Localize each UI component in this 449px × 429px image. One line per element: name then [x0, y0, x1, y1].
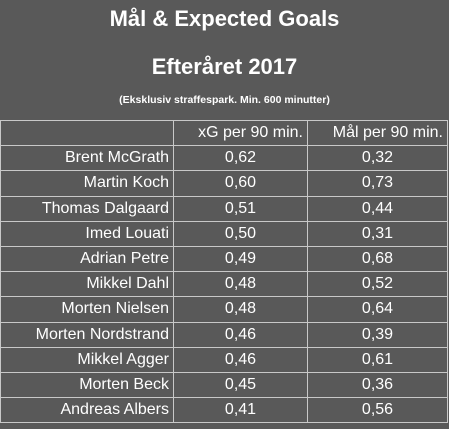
table-row: Morten Nordstrand 0,46 0,39	[0, 321, 448, 348]
goals-value-cell: 0,68	[307, 245, 448, 273]
table-row: Andreas Albers 0,41 0,56	[0, 397, 448, 424]
chart-note: (Eksklusiv straffespark. Min. 600 minutt…	[119, 94, 330, 106]
player-name-cell: Mikkel Dahl	[0, 271, 174, 298]
xg-value-cell: 0,50	[173, 220, 308, 247]
header-cell-xg: xG per 90 min.	[173, 119, 308, 147]
goals-value-cell: 0,44	[307, 195, 448, 222]
player-name-cell: Adrian Petre	[0, 245, 174, 273]
table-row: Mikkel Dahl 0,48 0,52	[0, 271, 448, 298]
xg-value-cell: 0,51	[173, 195, 308, 222]
player-name-cell: Andreas Albers	[0, 397, 174, 424]
goals-value-cell: 0,56	[307, 397, 448, 424]
table-row: Thomas Dalgaard 0,51 0,44	[0, 195, 448, 222]
player-name-cell: Imed Louati	[0, 220, 174, 247]
xg-value-cell: 0,45	[173, 371, 308, 399]
chart-title: Mål & Expected Goals	[109, 6, 340, 31]
player-name-cell: Morten Nordstrand	[0, 321, 174, 348]
goals-value-cell: 0,36	[307, 371, 448, 399]
xg-value-cell: 0,60	[173, 170, 308, 197]
goals-value-cell: 0,73	[307, 170, 448, 197]
table-row: Adrian Petre 0,49 0,68	[0, 245, 448, 273]
header-cell-goals: Mål per 90 min.	[307, 119, 448, 147]
table-row: Morten Nielsen 0,48 0,64	[0, 296, 448, 323]
table-row: Martin Koch 0,60 0,73	[0, 170, 448, 197]
chart-subtitle: Efteråret 2017	[151, 54, 298, 79]
goals-value-cell: 0,39	[307, 321, 448, 348]
goals-value-cell: 0,31	[307, 220, 448, 247]
xg-value-cell: 0,49	[173, 245, 308, 273]
table-row: Morten Beck 0,45 0,36	[0, 371, 448, 399]
xg-value-cell: 0,46	[173, 321, 308, 348]
player-name-cell: Morten Beck	[0, 371, 174, 399]
xg-value-cell: 0,48	[173, 296, 308, 323]
player-name-cell: Martin Koch	[0, 170, 174, 197]
xg-value-cell: 0,46	[173, 346, 308, 373]
player-name-cell: Mikkel Agger	[0, 346, 174, 373]
stats-table: xG per 90 min. Mål per 90 min. Brent McG…	[0, 119, 448, 424]
player-name-cell: Thomas Dalgaard	[0, 195, 174, 222]
xg-value-cell: 0,41	[173, 397, 308, 424]
header-cell-blank	[0, 119, 174, 147]
table-header-row: xG per 90 min. Mål per 90 min.	[0, 119, 448, 147]
xg-value-cell: 0,48	[173, 271, 308, 298]
table-row: Imed Louati 0,50 0,31	[0, 220, 448, 247]
table-body: Brent McGrath 0,62 0,32 Martin Koch 0,60 0,73…	[0, 145, 448, 424]
xg-value-cell: 0,62	[173, 145, 308, 172]
goals-value-cell: 0,61	[307, 346, 448, 373]
goals-value-cell: 0,52	[307, 271, 448, 298]
table-row: Brent McGrath 0,62 0,32	[0, 145, 448, 172]
player-name-cell: Brent McGrath	[0, 145, 174, 172]
table-row: Mikkel Agger 0,46 0,61	[0, 346, 448, 373]
goals-value-cell: 0,64	[307, 296, 448, 323]
player-name-cell: Morten Nielsen	[0, 296, 174, 323]
goals-value-cell: 0,32	[307, 145, 448, 172]
